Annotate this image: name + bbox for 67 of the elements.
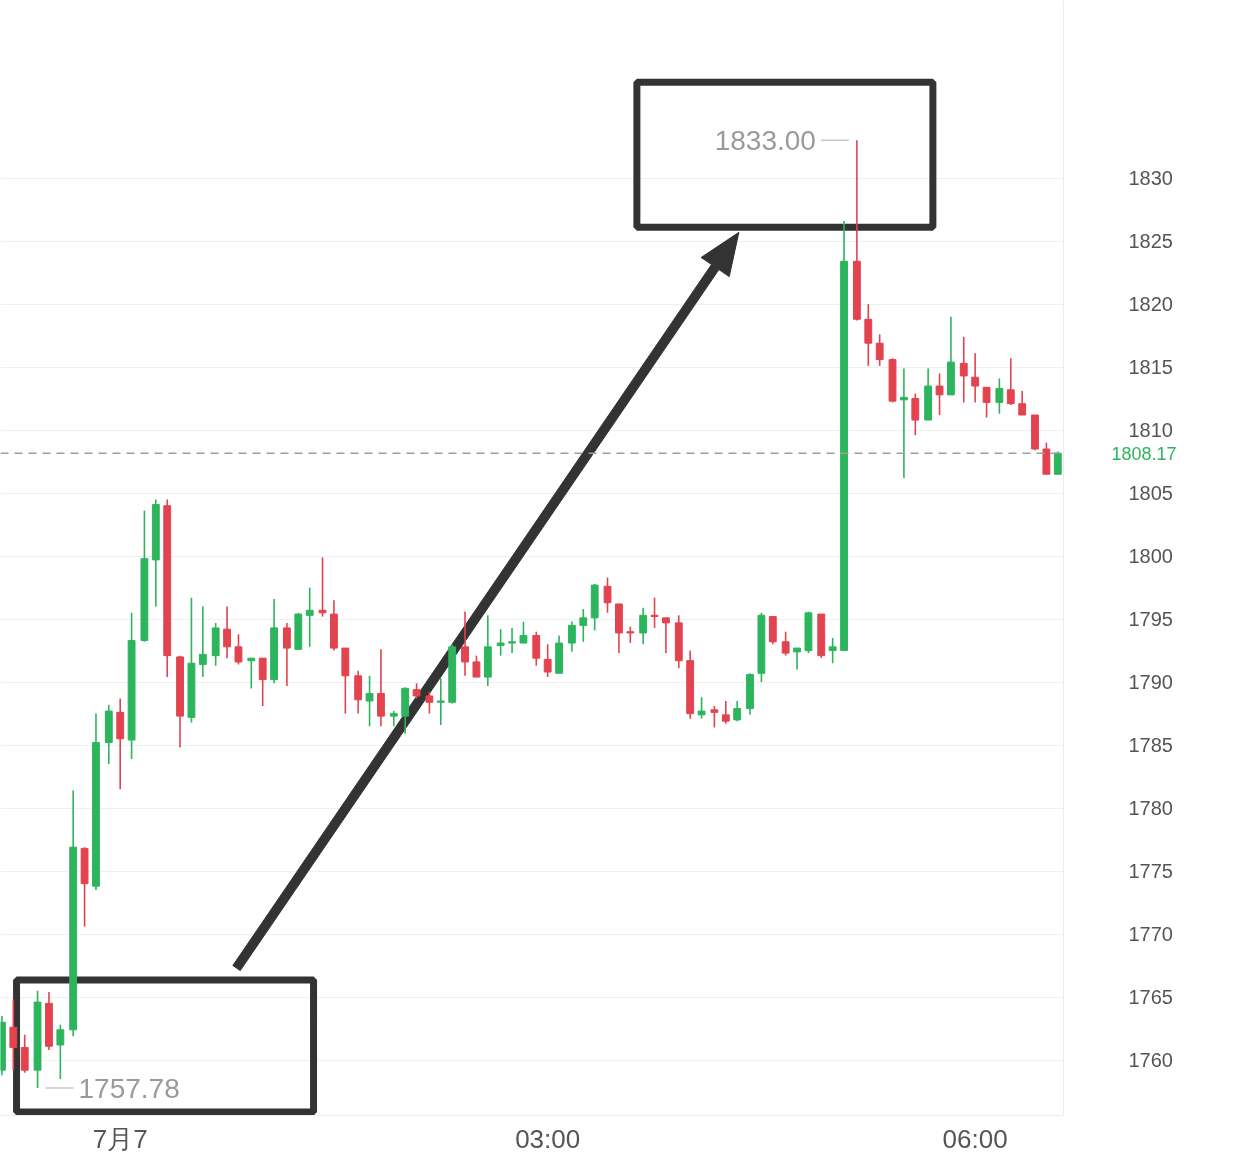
candlestick [710, 705, 719, 729]
candlestick [935, 372, 944, 416]
candlestick [436, 677, 445, 726]
ref-line-label: 1808.17 [1111, 443, 1177, 464]
y-tick-label: 1775 [1128, 860, 1173, 883]
y-tick-label: 1790 [1128, 671, 1173, 694]
candlestick [223, 605, 231, 659]
candlestick [496, 628, 505, 657]
y-tick-label: 1830 [1128, 167, 1173, 190]
candlestick [1006, 357, 1015, 406]
candlestick [508, 627, 516, 654]
candlestick [639, 606, 648, 646]
candlestick [282, 622, 291, 687]
candlestick [697, 696, 706, 720]
candlestick [995, 377, 1004, 415]
candlestick [982, 386, 991, 419]
candlestick [389, 710, 398, 727]
annotation: 1757.78 [78, 1072, 180, 1104]
candlestick [20, 1034, 29, 1074]
candlestick [258, 657, 267, 707]
candlestick [603, 576, 612, 614]
y-tick-label: 1805 [1128, 482, 1173, 505]
candlestick [864, 303, 873, 367]
candlestick [461, 610, 469, 677]
candlestick [234, 633, 243, 666]
candlestick [425, 691, 434, 715]
y-tick-label: 1785 [1128, 734, 1173, 757]
x-tick-label: 06:00 [942, 1123, 1008, 1154]
candlestick [472, 654, 481, 678]
candlestick [781, 630, 790, 657]
candlestick [198, 605, 207, 678]
candlestick [567, 620, 576, 653]
candlestick [959, 336, 968, 404]
y-tick-label: 1765 [1128, 986, 1173, 1009]
y-tick-label: 1780 [1128, 797, 1173, 820]
candlestick [56, 1023, 65, 1080]
candlestick [911, 392, 920, 436]
candlestick [875, 333, 884, 367]
y-tick-label: 1815 [1128, 356, 1173, 379]
candlestick [9, 998, 18, 1071]
candlestick [579, 608, 588, 643]
annotation: 1833.00 [714, 124, 816, 156]
y-tick-label: 1795 [1128, 608, 1173, 631]
x-tick-label: 03:00 [515, 1123, 581, 1154]
candlestick [519, 620, 528, 644]
candlestick [828, 637, 837, 664]
x-tick-label: 7月7 [92, 1123, 148, 1154]
candlestick [899, 367, 908, 479]
candlestick [377, 648, 385, 727]
candlestick [365, 675, 374, 727]
y-tick-label: 1760 [1128, 1049, 1173, 1072]
candlestick [305, 586, 314, 648]
candlestick [650, 596, 659, 629]
y-tick-label: 1770 [1128, 923, 1173, 946]
candlestick [543, 643, 552, 678]
candlestick [793, 647, 801, 671]
candlestick [318, 556, 327, 618]
candlestick [1018, 390, 1027, 416]
candlestick [721, 700, 730, 725]
y-tick-label: 1820 [1128, 293, 1173, 316]
candlestick [662, 617, 670, 654]
y-tick-label: 1800 [1128, 545, 1173, 568]
candlestick [971, 352, 980, 404]
candlestick [354, 669, 363, 715]
candlestick [532, 630, 541, 667]
y-tick-label: 1825 [1128, 230, 1173, 253]
y-tick-label: 1810 [1128, 419, 1173, 442]
